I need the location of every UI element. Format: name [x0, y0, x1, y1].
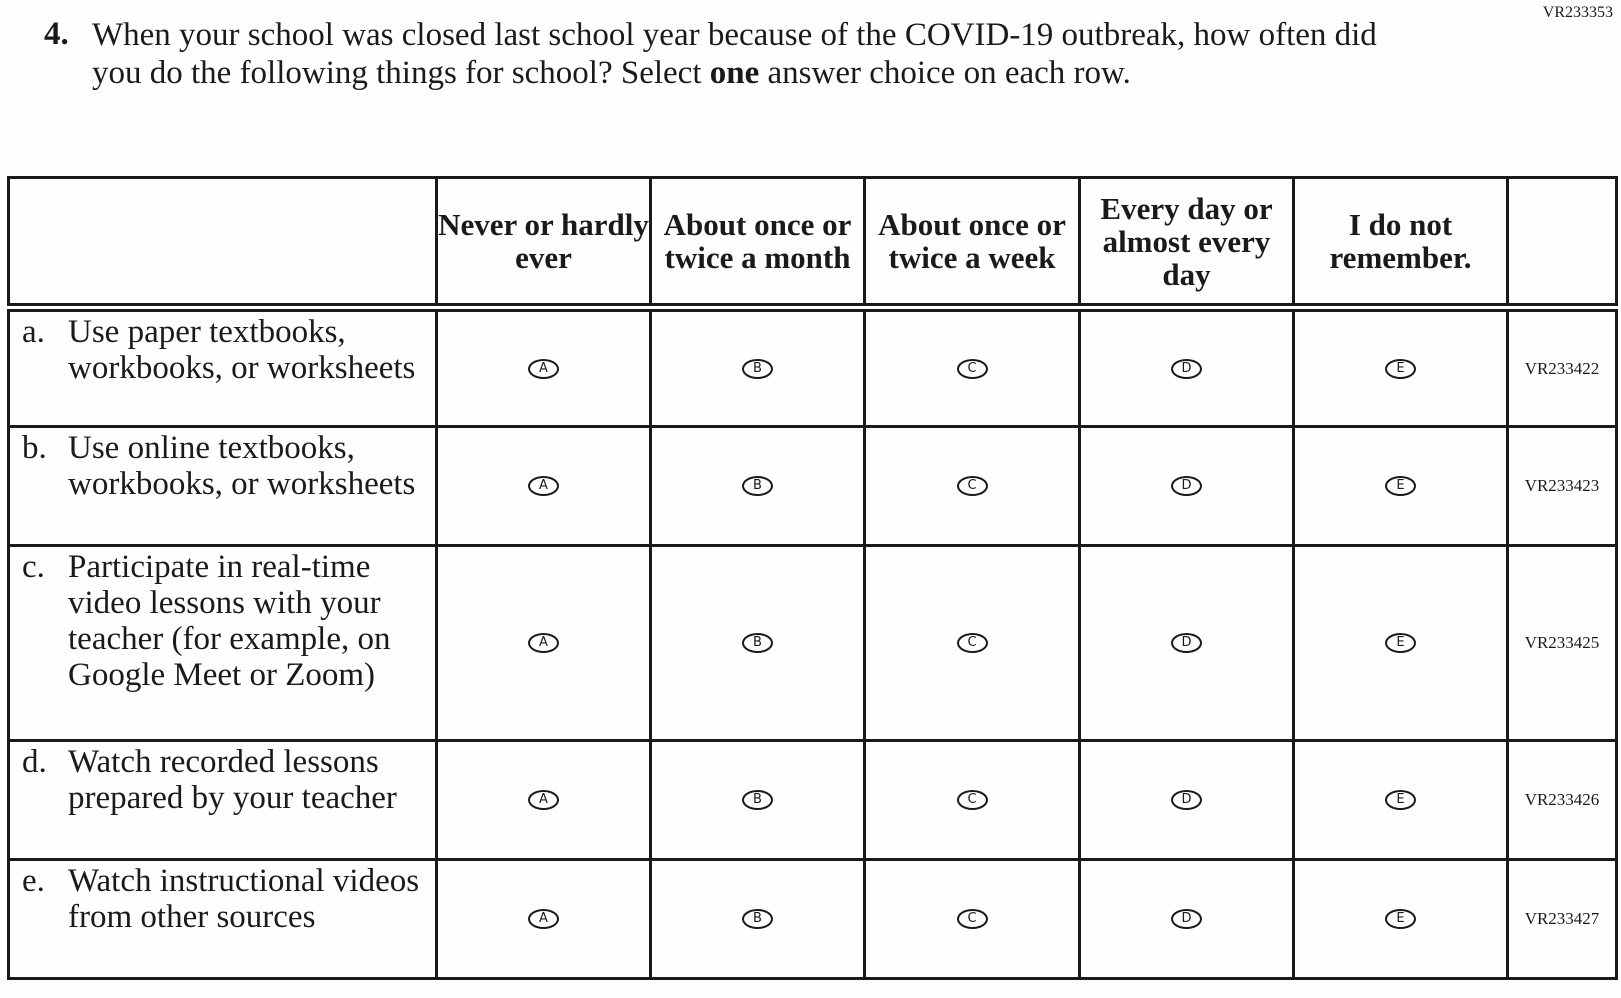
item-cell: e. Watch instructional videos from other …: [7, 858, 438, 980]
item-code: VR233423: [1506, 425, 1618, 547]
answer-bubble-e[interactable]: E: [1385, 476, 1416, 496]
option-cell: B: [649, 425, 866, 547]
question-number: 4.: [44, 16, 69, 52]
answer-bubble-c[interactable]: C: [956, 790, 988, 810]
form-id: VR233353: [1542, 4, 1613, 21]
answer-bubble-e[interactable]: E: [1385, 633, 1416, 653]
answer-bubble-a[interactable]: A: [528, 476, 559, 496]
item-code: VR233426: [1506, 739, 1618, 861]
question-text: When your school was closed last school …: [92, 16, 1432, 92]
response-grid: Never or hardly ever About once or twice…: [7, 176, 1618, 980]
answer-bubble-c[interactable]: C: [956, 358, 988, 379]
table-row: e. Watch instructional videos from other …: [7, 858, 1618, 980]
item-text: Use online textbooks, workbooks, or work…: [68, 430, 416, 502]
answer-bubble-c[interactable]: C: [956, 633, 988, 653]
option-cell: A: [435, 858, 652, 980]
option-cell: E: [1292, 425, 1509, 547]
option-cell: A: [435, 425, 652, 547]
answer-bubble-c[interactable]: C: [956, 476, 988, 496]
option-cell: B: [649, 544, 866, 742]
item-text: Watch instructional videos from other so…: [68, 863, 420, 935]
item-cell: c. Participate in real-time video lessons…: [7, 544, 438, 742]
question-emphasis: one: [709, 55, 760, 91]
table-row: c. Participate in real-time video lessons…: [7, 544, 1618, 742]
column-header: About once or twice a month: [649, 176, 866, 312]
item-text: Participate in real-time video lessons w…: [68, 549, 391, 693]
answer-bubble-b[interactable]: B: [742, 909, 773, 929]
item-cell: d. Watch recorded lessons prepared by you…: [7, 739, 438, 861]
option-cell: D: [1078, 739, 1295, 861]
column-header: About once or twice a week: [863, 176, 1081, 312]
item-code: VR233427: [1506, 858, 1618, 980]
header-blank: [1506, 176, 1618, 312]
answer-bubble-b[interactable]: B: [742, 790, 773, 810]
item-code: VR233422: [1506, 306, 1618, 428]
option-cell: B: [649, 858, 866, 980]
option-cell: D: [1078, 425, 1295, 547]
option-cell: B: [649, 739, 866, 861]
answer-bubble-e[interactable]: E: [1385, 790, 1416, 810]
answer-bubble-d[interactable]: D: [1171, 358, 1202, 379]
option-cell: E: [1292, 306, 1509, 428]
question-text-after: answer choice on each row.: [759, 55, 1131, 91]
option-cell: E: [1292, 544, 1509, 742]
option-cell: E: [1292, 858, 1509, 980]
column-header: Never or hardly ever: [435, 176, 652, 312]
answer-bubble-a[interactable]: A: [528, 358, 559, 379]
option-cell: D: [1078, 306, 1295, 428]
item-text: Use paper textbooks, workbooks, or works…: [68, 314, 416, 386]
header-blank: [7, 176, 438, 312]
question-text-before: When your school was closed last school …: [92, 17, 1377, 91]
answer-bubble-d[interactable]: D: [1171, 476, 1202, 496]
item-cell: b. Use online textbooks, workbooks, or wo…: [7, 425, 438, 547]
option-cell: B: [649, 306, 866, 428]
option-cell: E: [1292, 739, 1509, 861]
item-letter: b.: [22, 430, 47, 466]
answer-bubble-a[interactable]: A: [528, 909, 559, 929]
item-letter: d.: [22, 744, 47, 780]
option-cell: C: [863, 858, 1081, 980]
item-cell: a. Use paper textbooks, workbooks, or wor…: [7, 306, 438, 428]
item-text: Watch recorded lessons prepared by your …: [68, 744, 397, 816]
item-letter: e.: [22, 863, 45, 899]
option-cell: C: [863, 425, 1081, 547]
answer-bubble-d[interactable]: D: [1171, 633, 1202, 653]
item-letter: c.: [22, 549, 45, 585]
answer-bubble-c[interactable]: C: [956, 909, 988, 929]
item-letter: a.: [22, 314, 45, 350]
option-cell: C: [863, 739, 1081, 861]
answer-bubble-b[interactable]: B: [742, 358, 773, 379]
option-cell: A: [435, 544, 652, 742]
column-header: Every day or almost every day: [1078, 176, 1295, 312]
answer-bubble-b[interactable]: B: [742, 476, 773, 496]
answer-bubble-a[interactable]: A: [528, 790, 559, 810]
option-cell: C: [863, 306, 1081, 428]
option-cell: D: [1078, 544, 1295, 742]
answer-bubble-d[interactable]: D: [1171, 790, 1202, 810]
option-cell: A: [435, 739, 652, 861]
answer-bubble-e[interactable]: E: [1385, 909, 1416, 929]
answer-bubble-b[interactable]: B: [742, 633, 773, 653]
answer-bubble-a[interactable]: A: [528, 633, 559, 653]
option-cell: C: [863, 544, 1081, 742]
answer-bubble-e[interactable]: E: [1385, 358, 1416, 379]
option-cell: D: [1078, 858, 1295, 980]
table-row: d. Watch recorded lessons prepared by you…: [7, 739, 1618, 861]
item-code: VR233425: [1506, 544, 1618, 742]
header-row: Never or hardly ever About once or twice…: [7, 176, 1618, 312]
answer-bubble-d[interactable]: D: [1171, 909, 1202, 929]
table-row: b. Use online textbooks, workbooks, or wo…: [7, 425, 1618, 547]
column-header: I do not remember.: [1292, 176, 1509, 312]
table-row: a. Use paper textbooks, workbooks, or wor…: [7, 306, 1618, 428]
option-cell: A: [435, 306, 652, 428]
